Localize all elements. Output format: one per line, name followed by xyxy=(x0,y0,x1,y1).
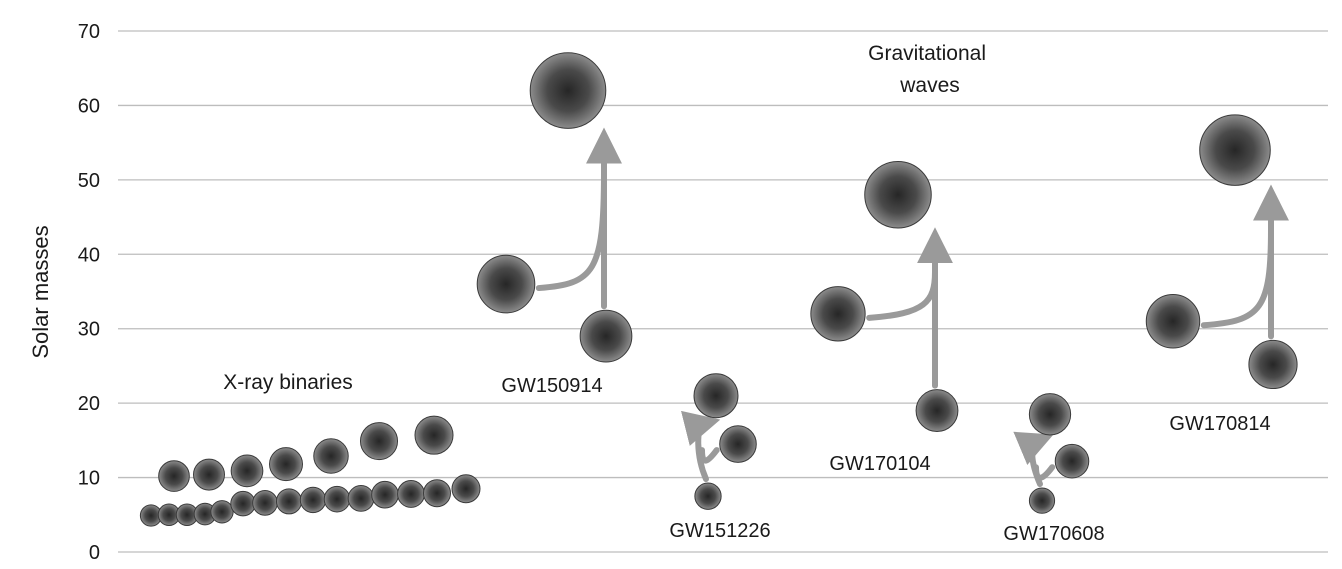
bubble-final-GW170104 xyxy=(864,160,932,229)
xray-binary-bubble xyxy=(230,490,256,517)
y-tick-label: 50 xyxy=(78,170,100,192)
xray-binary-bubble xyxy=(269,447,303,482)
gravitational-waves-label: Gravitational waves xyxy=(868,42,992,97)
gravitational-waves-label-line-1: Gravitational xyxy=(868,42,986,65)
gravitational-waves-label-line-2: waves xyxy=(899,74,960,97)
event-labels: GW150914 GW151226 GW170104 GW170608 GW170814 xyxy=(501,375,1270,545)
bubble-secondary-GW170608 xyxy=(1054,443,1090,479)
xray-binary-bubble xyxy=(230,454,264,488)
event-label-GW150914: GW150914 xyxy=(501,375,602,397)
xray-binaries-label: X-ray binaries xyxy=(223,371,353,394)
merger-arrow-primary xyxy=(535,169,607,292)
bubble-final-GW151226 xyxy=(694,482,722,510)
merger-arrow-secondary xyxy=(1033,464,1056,481)
y-tick-label: 60 xyxy=(78,95,100,117)
bubble-final-GW170814 xyxy=(1199,114,1271,186)
xray-binary-bubble xyxy=(347,485,375,512)
y-tick-label: 30 xyxy=(78,319,100,341)
y-tick-label: 0 xyxy=(89,542,100,564)
bubble-secondary-GW151226 xyxy=(719,425,757,463)
bubble-final-GW170608 xyxy=(1028,487,1056,514)
bubble-final-GW150914 xyxy=(529,52,607,129)
xray-binary-bubble xyxy=(299,486,327,514)
mass-bubbles xyxy=(139,52,1298,527)
bubble-primary-GW170608 xyxy=(1028,393,1072,436)
xray-binary-bubble xyxy=(158,460,190,492)
bubble-primary-GW150914 xyxy=(476,254,536,314)
y-axis-label: Solar masses xyxy=(28,225,53,358)
merger-arrows xyxy=(535,127,1289,488)
bubble-secondary-GW170104 xyxy=(915,389,959,433)
xray-binary-bubble xyxy=(313,438,349,474)
bubble-primary-GW151226 xyxy=(693,373,739,419)
xray-binary-bubble xyxy=(323,485,351,513)
merger-arrow-primary xyxy=(1200,226,1274,329)
y-tick-label: 10 xyxy=(78,468,100,490)
event-label-GW170608: GW170608 xyxy=(1003,523,1104,545)
bubble-secondary-GW150914 xyxy=(579,309,633,363)
y-tick-label: 20 xyxy=(78,393,100,415)
merger-arrow-primary xyxy=(866,268,938,321)
y-tick-label: 70 xyxy=(78,21,100,43)
xray-binary-bubble xyxy=(193,458,225,491)
y-tick-label: 40 xyxy=(78,244,100,266)
bubble-secondary-GW170814 xyxy=(1248,339,1298,390)
event-label-GW170814: GW170814 xyxy=(1169,413,1270,435)
event-label-GW151226: GW151226 xyxy=(669,520,770,542)
xray-binary-bubble xyxy=(423,479,451,508)
xray-binary-bubble xyxy=(371,480,399,509)
bubble-primary-GW170104 xyxy=(810,286,866,342)
xray-binary-bubble xyxy=(210,500,234,524)
xray-binary-bubble xyxy=(359,422,399,461)
merger-arrow xyxy=(680,410,721,483)
merger-arrow-secondary xyxy=(699,447,720,464)
y-axis-ticks: 0 10 20 30 40 50 60 70 xyxy=(78,21,100,564)
bubble-primary-GW170814 xyxy=(1145,294,1201,349)
xray-binary-bubble xyxy=(451,474,481,504)
xray-binary-bubble xyxy=(275,488,303,515)
event-label-GW170104: GW170104 xyxy=(829,453,930,475)
xray-binary-bubble xyxy=(397,480,425,508)
xray-binary-bubble xyxy=(252,490,278,516)
xray-binary-bubble xyxy=(414,415,454,455)
